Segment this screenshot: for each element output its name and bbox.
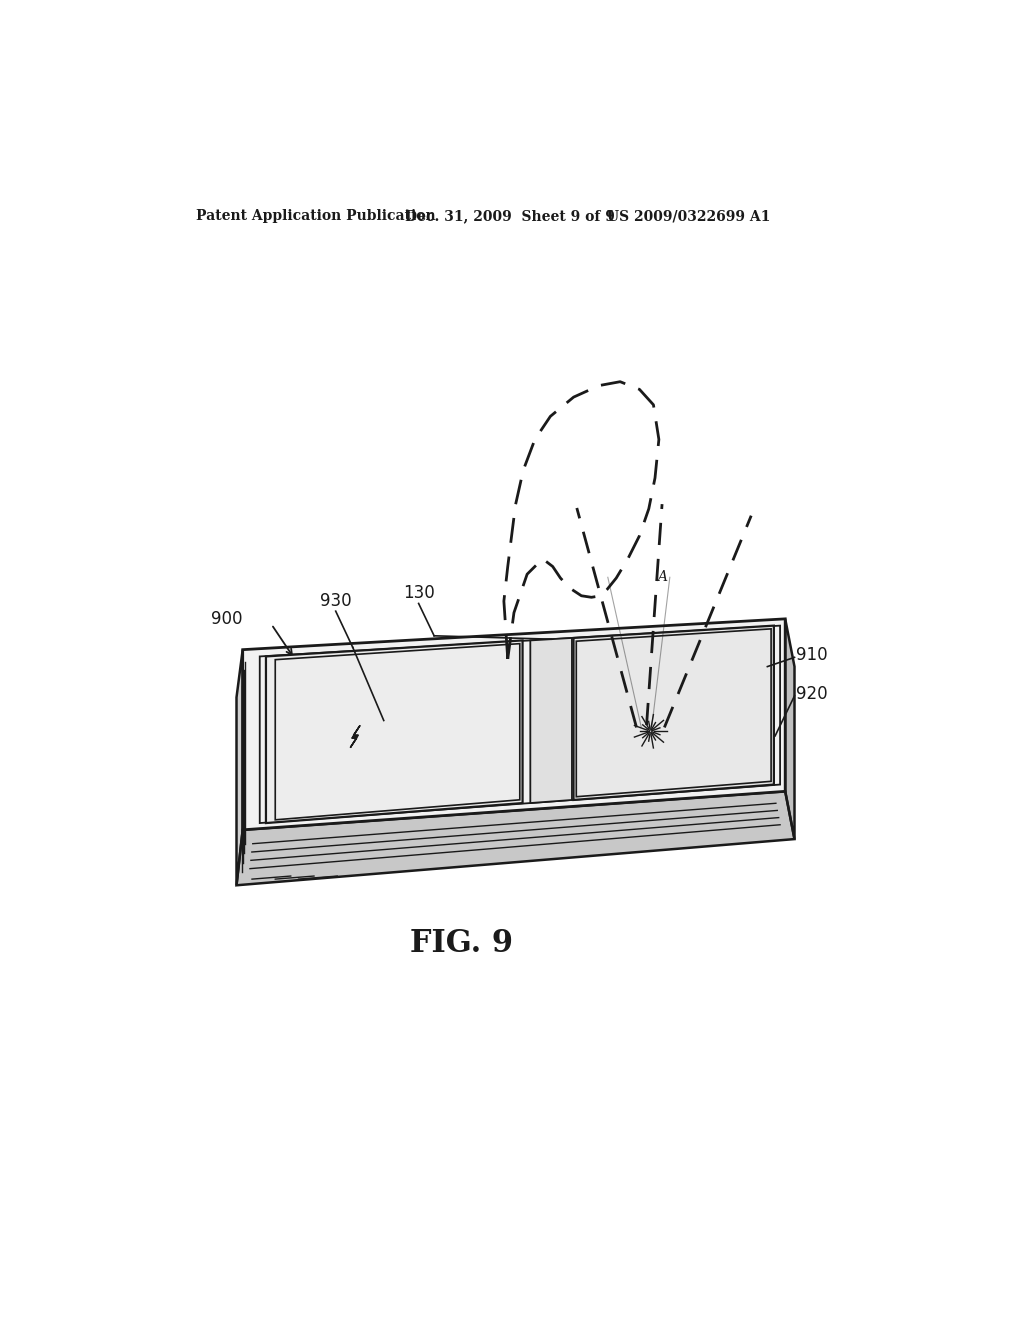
Text: Patent Application Publication: Patent Application Publication — [197, 209, 436, 223]
Text: 910: 910 — [796, 645, 827, 664]
Polygon shape — [350, 726, 359, 747]
Text: 900: 900 — [211, 610, 243, 628]
Text: 130: 130 — [402, 585, 434, 602]
Text: 920: 920 — [796, 685, 827, 702]
Text: A: A — [657, 570, 667, 585]
Polygon shape — [573, 626, 774, 800]
Text: 930: 930 — [319, 593, 351, 610]
Polygon shape — [785, 619, 795, 840]
Text: Dec. 31, 2009  Sheet 9 of 9: Dec. 31, 2009 Sheet 9 of 9 — [406, 209, 615, 223]
Text: FIG. 9: FIG. 9 — [410, 928, 513, 960]
Polygon shape — [530, 638, 572, 803]
Text: US 2009/0322699 A1: US 2009/0322699 A1 — [607, 209, 770, 223]
Polygon shape — [243, 619, 785, 830]
Polygon shape — [237, 649, 243, 886]
Polygon shape — [266, 640, 522, 824]
Polygon shape — [237, 792, 795, 886]
